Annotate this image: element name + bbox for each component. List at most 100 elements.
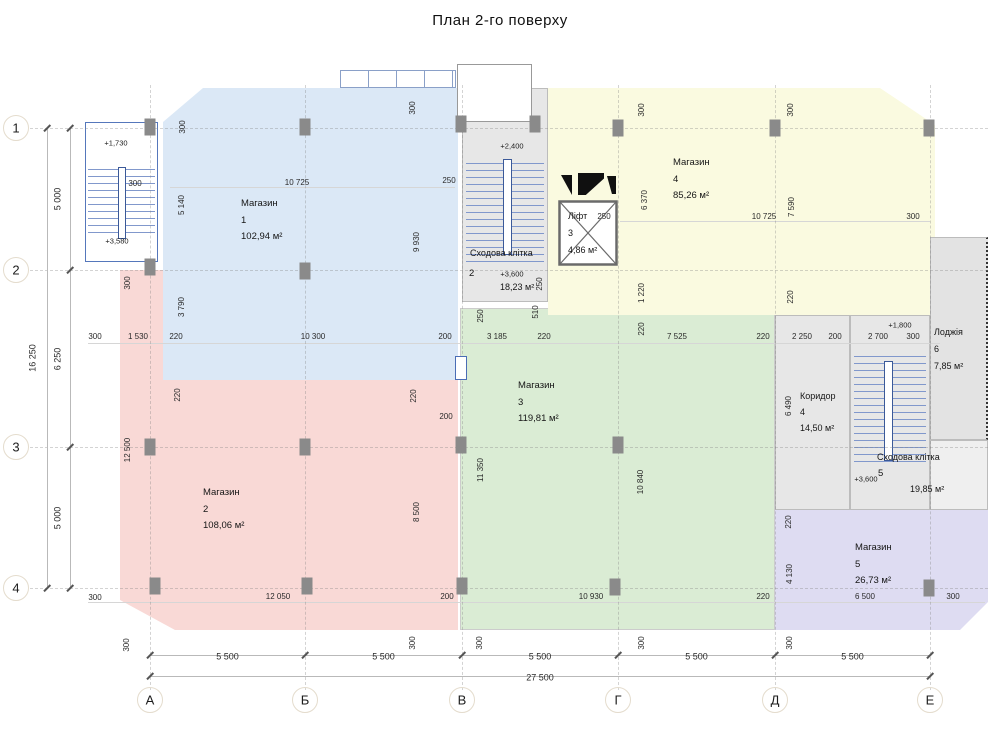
axis-bubble [449, 687, 475, 713]
dimension-label: 220 [786, 290, 795, 304]
grid-line-horizontal [30, 270, 988, 271]
dimension-label: 11 350 [476, 458, 485, 482]
axis-bubble [3, 434, 29, 460]
room-area: 4,86 м² [568, 245, 598, 256]
dimension-label: 300 [906, 212, 920, 221]
dimension-label: 250 [535, 277, 544, 291]
column-marker [455, 436, 467, 454]
column-marker [612, 119, 624, 137]
level-mark: +1,730 [104, 138, 128, 148]
room-label-corridor: Коридор 4 14,50 м² [800, 388, 836, 437]
column-marker [612, 436, 624, 454]
room-number: 1 [241, 214, 247, 226]
room-name: Магазин [518, 380, 555, 391]
room-area: 85,26 м² [673, 190, 710, 202]
room-number: 2 [203, 503, 209, 515]
axis-total-label: 27 500 [526, 672, 554, 683]
column-marker [301, 577, 313, 595]
grid-line-vertical [305, 85, 306, 690]
dimension-label: 6 490 [784, 395, 793, 417]
room-label-stair2-number: 2 [469, 266, 474, 283]
loggia-block [930, 237, 988, 440]
room-number: 3 [518, 396, 524, 408]
corridor-block [775, 315, 850, 510]
room-name: Коридор [800, 391, 836, 401]
room-area: 108,06 м² [203, 520, 245, 532]
axis-bubble [605, 687, 631, 713]
dimension-label: 10 725 [751, 212, 777, 221]
dimension-label: 10 930 [578, 592, 604, 601]
room-shop1 [163, 88, 458, 380]
room-label-stair5-area: 19,85 м² [910, 482, 944, 498]
dimension-label: 1 220 [637, 282, 646, 304]
room-label-stair5-number: 5 [878, 466, 883, 483]
section-mark-icon [607, 176, 616, 194]
column-marker [299, 118, 311, 136]
dimension-label: 300 [785, 636, 794, 650]
axis-column-label: Б [300, 692, 310, 708]
room-name: Сходова клітка [877, 452, 940, 462]
axis-total-label: 16 250 [27, 344, 38, 372]
column-marker [529, 115, 541, 133]
axis-column-label: В [457, 692, 467, 708]
dimension-label: 220 [637, 322, 646, 336]
dimension-label: 10 300 [300, 332, 326, 341]
dimension-label: 220 [173, 388, 182, 402]
room-shop3 [460, 308, 775, 630]
grid-line-vertical [462, 85, 463, 690]
dimension-label: 12 500 [123, 437, 132, 463]
dimension-label: 300 [88, 593, 102, 602]
dimension-label: 10 840 [636, 469, 645, 495]
dimension-label: 300 [122, 638, 131, 652]
axis-column-label: Д [770, 692, 780, 708]
door-symbol [455, 356, 467, 380]
dimension-guide-line [620, 221, 930, 222]
level-mark: +3,600 [854, 474, 878, 484]
column-marker [144, 258, 156, 276]
room-area: 19,85 м² [910, 484, 945, 494]
axis-row-label: 2 [12, 262, 20, 278]
plan-title: План 2-го поверху [432, 12, 568, 29]
dimension-label: 200 [828, 332, 842, 341]
dimension-label: 9 930 [412, 231, 421, 253]
grid-line-horizontal [30, 447, 988, 448]
stairwell-2-block [462, 88, 548, 302]
room-name: Лоджія [934, 327, 963, 337]
room-name: Ліфт [568, 211, 588, 221]
axis-span-label: 5 500 [372, 651, 395, 662]
axis-span-label: 5 500 [528, 651, 552, 662]
dimension-label: 4 130 [785, 563, 794, 585]
axis-span-label: 5 500 [685, 651, 708, 662]
dimension-label: 2 700 [867, 332, 889, 341]
room-name: Магазин [241, 198, 278, 209]
stair-stringer [503, 159, 512, 255]
dimension-label: 6 370 [640, 189, 649, 211]
axis-bubble [3, 575, 29, 601]
dimension-label: 220 [409, 389, 418, 403]
dimension-label: 7 525 [666, 332, 688, 341]
axis-column-label: Е [925, 692, 935, 708]
room-number: 5 [855, 558, 861, 570]
column-marker [299, 438, 311, 456]
room-area: 7,85 м² [934, 361, 964, 372]
column-marker [609, 578, 621, 596]
axis-span-label: 5 000 [52, 506, 63, 529]
level-mark: +3,600 [500, 269, 524, 279]
room-shop5 [775, 510, 988, 630]
left-stairwell-block [85, 122, 158, 262]
room-label-shop5: Магазин 5 26,73 м² [855, 540, 892, 590]
room-label-lift: Ліфт 3 4,86 м² [568, 208, 597, 259]
grid-line-horizontal [30, 128, 988, 129]
dimension-label: 300 [123, 276, 132, 290]
room-name: Сходова клітка [470, 248, 533, 258]
dimension-label: 7 590 [787, 196, 796, 218]
grid-line-vertical [775, 85, 776, 690]
axis-row-label: 3 [12, 439, 20, 455]
dimension-label: 220 [169, 332, 183, 341]
room-label-stair2-name: Сходова клітка [470, 246, 533, 262]
axis-bubble [137, 687, 163, 713]
dimension-label: 3 185 [486, 332, 508, 341]
grid-line-vertical [930, 85, 931, 690]
dimension-label: 300 [786, 103, 795, 117]
room-label-shop1: Магазин 1 102,94 м² [241, 196, 282, 246]
